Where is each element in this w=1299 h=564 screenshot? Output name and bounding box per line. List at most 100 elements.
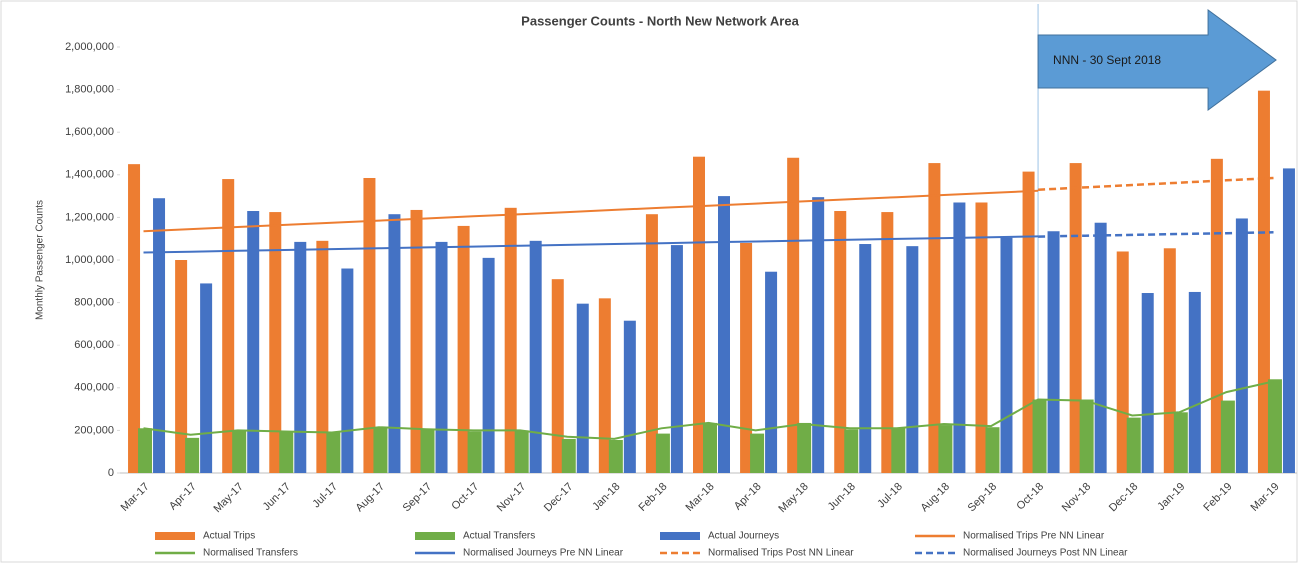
bar (138, 428, 153, 473)
bar (765, 271, 778, 473)
legend-label: Actual Trips (203, 531, 255, 542)
bar (1116, 251, 1129, 473)
bar (247, 211, 260, 473)
y-tick-label: 1,600,000 (65, 126, 114, 138)
bar (1069, 163, 1082, 473)
bar (279, 431, 294, 473)
bar (655, 433, 670, 473)
bar (787, 157, 800, 473)
y-tick-label: 600,000 (74, 339, 114, 351)
bar (598, 298, 611, 473)
line (1038, 176, 1274, 191)
chart-title: Passenger Counts - North New Network Are… (521, 13, 799, 28)
bar (200, 283, 213, 473)
bar (1032, 399, 1047, 473)
y-tick-label: 1,200,000 (65, 211, 114, 223)
bar (740, 242, 753, 473)
bar (316, 240, 329, 473)
bar (1126, 417, 1141, 473)
bar (608, 439, 623, 473)
annotation-arrow (1037, 9, 1277, 111)
bar (859, 244, 872, 473)
bar (482, 257, 495, 473)
y-tick-label: 1,400,000 (65, 169, 114, 181)
line (143, 235, 1039, 254)
legend-swatch (660, 532, 700, 540)
legend-swatch (155, 532, 195, 540)
legend-swatch (415, 532, 455, 540)
line (143, 189, 1039, 233)
bar (185, 437, 200, 473)
line (1038, 231, 1274, 238)
bar (1235, 218, 1248, 473)
bar (373, 427, 388, 473)
bar (1047, 231, 1060, 473)
bar (1257, 90, 1270, 473)
bar (1173, 412, 1188, 473)
bar (232, 430, 247, 473)
bar (703, 422, 717, 473)
bar (514, 430, 529, 473)
bar (1094, 222, 1107, 473)
bar (153, 198, 166, 474)
legend-label: Actual Transfers (463, 531, 535, 542)
bar (953, 202, 966, 474)
bar (1163, 248, 1176, 473)
bar (750, 433, 765, 473)
bar (645, 214, 658, 473)
bar (467, 431, 482, 473)
bar (576, 303, 589, 473)
annotation-text: NNN - 30 Sept 2018 (1053, 53, 1161, 67)
legend-label: Normalised Transfers (203, 548, 298, 559)
bar (561, 438, 576, 473)
y-axis-label: Monthly Passenger Counts (35, 200, 46, 320)
bar (326, 432, 341, 473)
bar (363, 177, 376, 473)
bar (985, 427, 1000, 473)
bar (294, 241, 307, 473)
bar (457, 225, 470, 473)
bar (928, 163, 941, 473)
y-tick-label: 0 (108, 467, 114, 479)
bar (938, 425, 953, 473)
bar (388, 214, 401, 473)
y-tick-label: 400,000 (74, 382, 114, 394)
y-tick-label: 1,800,000 (65, 84, 114, 96)
bar (670, 245, 683, 473)
bar (1220, 400, 1235, 473)
bar (1282, 168, 1295, 473)
legend-label: Normalised Journeys Pre NN Linear (463, 548, 624, 559)
y-tick-label: 200,000 (74, 424, 114, 436)
legend-label: Actual Journeys (708, 531, 779, 542)
bar (341, 268, 354, 473)
bar (834, 211, 847, 473)
bar (1188, 291, 1201, 473)
bar (891, 428, 906, 473)
bar (1079, 399, 1094, 473)
bar (623, 320, 636, 473)
y-tick-label: 1,000,000 (65, 254, 114, 266)
legend-label: Normalised Journeys Post NN Linear (963, 548, 1128, 559)
bar (718, 196, 730, 473)
legend-label: Normalised Trips Post NN Linear (708, 548, 854, 559)
bar (222, 179, 235, 473)
bar (410, 209, 423, 473)
bar (420, 429, 435, 473)
bar (1000, 237, 1013, 473)
bar (1267, 379, 1282, 473)
bar (881, 212, 894, 473)
bar (269, 212, 282, 473)
bar (175, 260, 188, 473)
bar (844, 429, 859, 473)
bar (906, 246, 919, 473)
bar (128, 164, 141, 473)
bar (693, 156, 705, 473)
y-tick-label: 2,000,000 (65, 41, 114, 53)
legend-label: Normalised Trips Pre NN Linear (963, 531, 1105, 542)
bar (551, 279, 564, 473)
bar (812, 197, 825, 474)
bar (435, 241, 448, 473)
bar (529, 240, 542, 473)
bar (1141, 293, 1154, 473)
